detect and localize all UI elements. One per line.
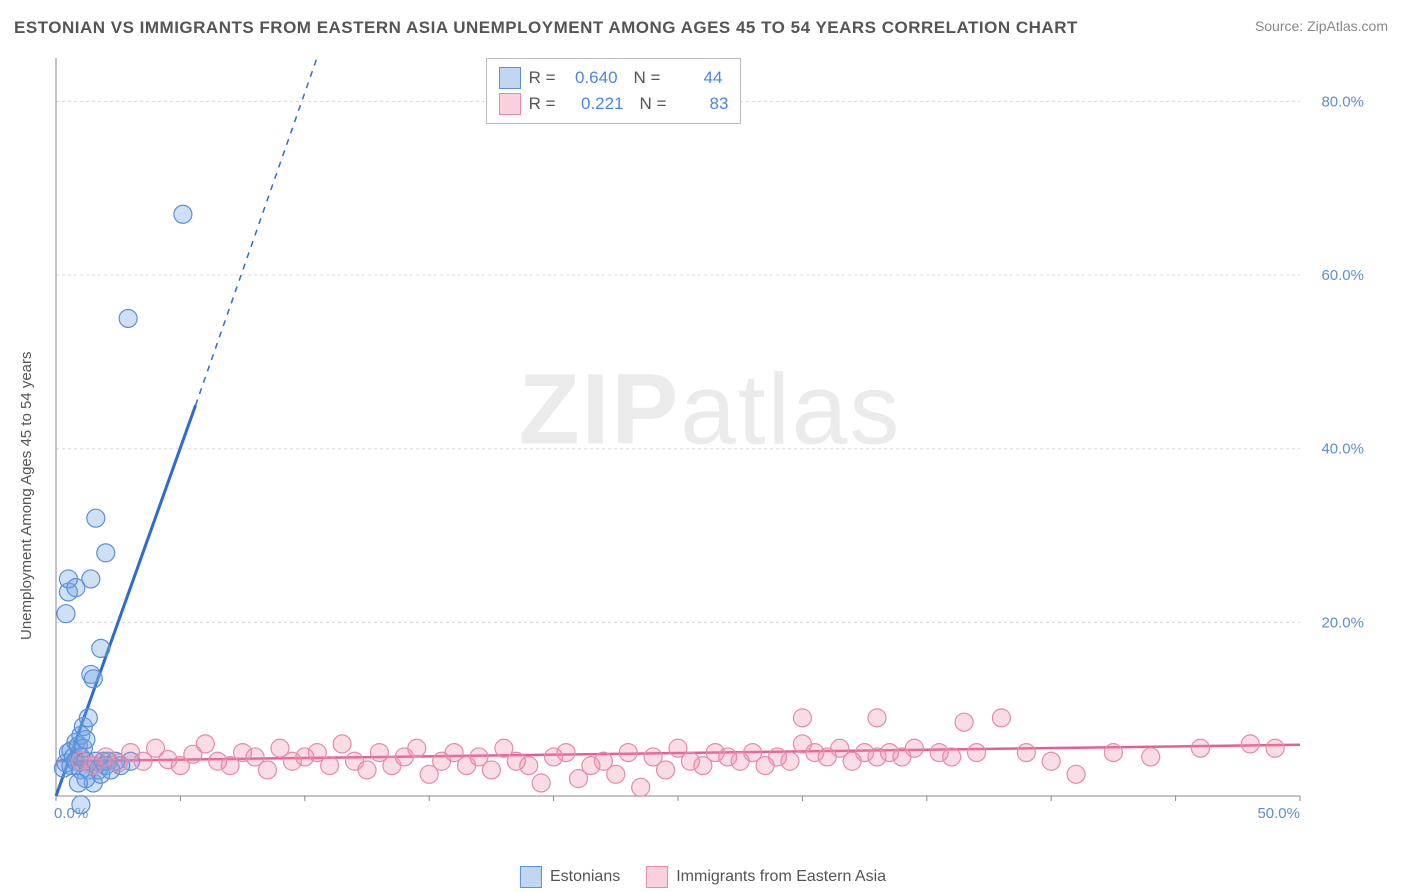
legend-item-1: Immigrants from Eastern Asia bbox=[646, 866, 886, 888]
stats-n-value-1: 83 bbox=[674, 94, 728, 114]
chart-area: 20.0%40.0%60.0%80.0%0.0%50.0% ZIPatlas R… bbox=[50, 56, 1370, 826]
stats-n-label-1: N = bbox=[640, 94, 667, 114]
svg-text:40.0%: 40.0% bbox=[1321, 441, 1364, 458]
y-axis-label: Unemployment Among Ages 45 to 54 years bbox=[18, 351, 35, 640]
stats-n-label-0: N = bbox=[634, 68, 661, 88]
scatter-plot: 20.0%40.0%60.0%80.0%0.0%50.0% bbox=[50, 56, 1370, 826]
legend-label-1: Immigrants from Eastern Asia bbox=[676, 868, 886, 886]
svg-text:60.0%: 60.0% bbox=[1321, 267, 1364, 284]
chart-title: ESTONIAN VS IMMIGRANTS FROM EASTERN ASIA… bbox=[14, 18, 1078, 38]
stats-r-value-0: 0.640 bbox=[564, 68, 618, 88]
legend: Estonians Immigrants from Eastern Asia bbox=[520, 866, 886, 888]
stats-r-label-0: R = bbox=[529, 68, 556, 88]
source-attribution: Source: ZipAtlas.com bbox=[1255, 18, 1388, 34]
stats-n-value-0: 44 bbox=[668, 68, 722, 88]
stats-row-series-0: R = 0.640 N = 44 bbox=[499, 65, 729, 91]
correlation-stats-box: R = 0.640 N = 44 R = 0.221 N = 83 bbox=[486, 58, 742, 124]
legend-swatch-1 bbox=[646, 866, 668, 888]
stats-row-series-1: R = 0.221 N = 83 bbox=[499, 91, 729, 117]
svg-text:80.0%: 80.0% bbox=[1321, 93, 1364, 110]
stats-r-label-1: R = bbox=[529, 94, 556, 114]
svg-text:50.0%: 50.0% bbox=[1257, 805, 1300, 822]
legend-swatch-0 bbox=[520, 866, 542, 888]
legend-item-0: Estonians bbox=[520, 866, 620, 888]
stats-swatch-0 bbox=[499, 67, 521, 89]
svg-text:20.0%: 20.0% bbox=[1321, 614, 1364, 631]
stats-swatch-1 bbox=[499, 93, 521, 115]
legend-label-0: Estonians bbox=[550, 868, 620, 886]
stats-r-value-1: 0.221 bbox=[570, 94, 624, 114]
